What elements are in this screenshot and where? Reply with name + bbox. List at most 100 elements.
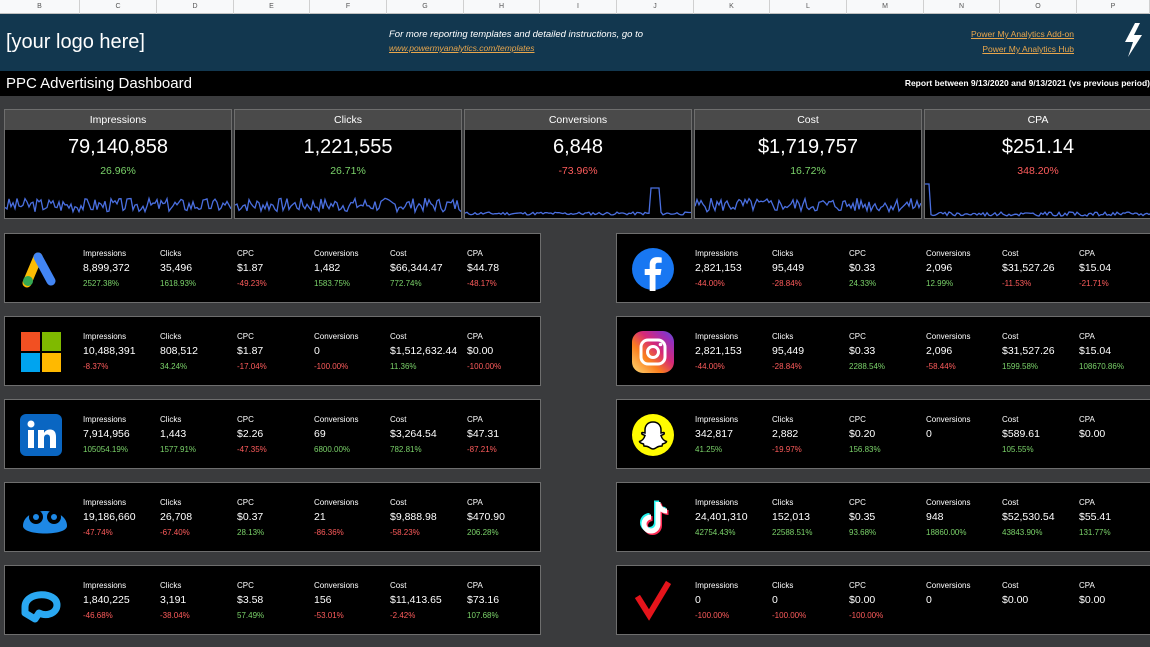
column-header[interactable]: K xyxy=(694,0,770,14)
metric-label: Clicks xyxy=(772,249,794,258)
metric-cell: Conversions 0 -100.00% xyxy=(314,332,392,371)
metric-change: 1583.75% xyxy=(314,279,351,288)
metric-cell: Cost $9,888.98 -58.23% xyxy=(390,498,468,537)
hub-link[interactable]: Power My Analytics Hub xyxy=(982,44,1074,54)
instagram-icon xyxy=(631,330,675,374)
kpi-sparkline xyxy=(235,196,461,215)
column-header[interactable]: B xyxy=(0,0,80,14)
metric-value: $0.00 xyxy=(1079,428,1106,440)
metric-change: -100.00% xyxy=(467,362,502,371)
tiktok-icon xyxy=(631,496,675,540)
metric-change: 28.13% xyxy=(237,528,265,537)
metric-cell: Conversions 948 18860.00% xyxy=(926,498,1004,537)
metric-label: Cost xyxy=(1002,581,1019,590)
metric-cell: Cost $31,527.26 -11.53% xyxy=(1002,249,1080,288)
metric-change: -58.23% xyxy=(390,528,420,537)
metric-change: -19.97% xyxy=(772,445,802,454)
metric-change: -86.36% xyxy=(314,528,344,537)
metric-label: CPA xyxy=(1079,498,1095,507)
metric-cell: Clicks 0 -100.00% xyxy=(772,581,850,620)
metric-label: CPA xyxy=(467,332,483,341)
metric-value: 19,186,660 xyxy=(83,511,136,523)
templates-info-text: For more reporting templates and detaile… xyxy=(389,29,643,40)
lightning-bolt-icon xyxy=(1125,23,1142,57)
metric-change: -17.04% xyxy=(237,362,267,371)
snapchat-icon xyxy=(631,413,675,457)
metric-label: Clicks xyxy=(160,498,182,507)
metric-cell: CPA $0.00 -100.00% xyxy=(467,332,545,371)
metric-value: 152,013 xyxy=(772,511,810,523)
addon-link[interactable]: Power My Analytics Add-on xyxy=(971,29,1074,39)
metric-label: CPC xyxy=(237,581,254,590)
metric-label: CPC xyxy=(237,498,254,507)
metric-label: Conversions xyxy=(314,415,359,424)
metric-value: $2.26 xyxy=(237,428,264,440)
column-header[interactable]: F xyxy=(310,0,387,14)
metric-change: 107.68% xyxy=(467,611,499,620)
metric-label: Conversions xyxy=(926,415,971,424)
column-header[interactable]: J xyxy=(617,0,694,14)
metric-value: $0.00 xyxy=(1079,594,1106,606)
metric-change: 43843.90% xyxy=(1002,528,1043,537)
metric-cell: CPA $47.31 -87.21% xyxy=(467,415,545,454)
metric-change: -100.00% xyxy=(314,362,349,371)
metric-label: Conversions xyxy=(314,498,359,507)
kpi-sparkline xyxy=(695,196,921,214)
metric-cell: CPC $0.37 28.13% xyxy=(237,498,315,537)
metric-value: $73.16 xyxy=(467,594,500,606)
kpi-card: CPA $251.14 348.20% xyxy=(924,109,1150,219)
metric-label: Impressions xyxy=(695,581,739,590)
metric-value: $52,530.54 xyxy=(1002,511,1055,523)
metric-change: -44.00% xyxy=(695,362,725,371)
metric-value: 10,488,391 xyxy=(83,345,136,357)
metric-value: 808,512 xyxy=(160,345,198,357)
metric-label: Impressions xyxy=(83,249,127,258)
metric-cell: CPA $0.00 xyxy=(1079,415,1150,445)
metric-value: 2,096 xyxy=(926,262,953,274)
platform-card: Impressions 2,821,153 -44.00% Clicks 95,449 -… xyxy=(616,316,1150,386)
column-header[interactable]: O xyxy=(1000,0,1077,14)
column-header[interactable]: E xyxy=(234,0,310,14)
kpi-label: CPA xyxy=(925,110,1150,130)
column-header[interactable]: D xyxy=(157,0,234,14)
column-header[interactable]: N xyxy=(924,0,1000,14)
metric-cell: Cost $66,344.47 772.74% xyxy=(390,249,468,288)
metric-cell: CPC $0.00 -100.00% xyxy=(849,581,927,620)
column-header[interactable]: M xyxy=(847,0,924,14)
templates-link[interactable]: www.powermyanalytics.com/templates xyxy=(389,43,535,53)
metric-value: 95,449 xyxy=(772,345,805,357)
column-header[interactable]: H xyxy=(464,0,540,14)
metric-change: -48.17% xyxy=(467,279,497,288)
metric-label: CPA xyxy=(467,249,483,258)
metric-label: Conversions xyxy=(926,498,971,507)
kpi-change: -73.96% xyxy=(558,165,598,177)
kpi-sparkline xyxy=(465,187,691,216)
metric-cell: Impressions 1,840,225 -46.68% xyxy=(83,581,161,620)
kpi-card: Clicks 1,221,555 26.71% xyxy=(234,109,462,219)
column-header[interactable]: L xyxy=(770,0,847,14)
metric-value: $0.00 xyxy=(1002,594,1029,606)
column-header[interactable]: I xyxy=(540,0,617,14)
quora-ads-icon xyxy=(19,496,67,540)
kpi-label: Conversions xyxy=(465,110,691,130)
metric-change: 12.99% xyxy=(926,279,954,288)
adroll-icon xyxy=(19,579,63,623)
page-title: PPC Advertising Dashboard xyxy=(6,75,192,92)
metric-cell: CPA $470.90 206.28% xyxy=(467,498,545,537)
column-header[interactable]: P xyxy=(1077,0,1150,14)
metric-change: -67.40% xyxy=(160,528,190,537)
metric-cell: Conversions 156 -53.01% xyxy=(314,581,392,620)
platform-card: Impressions 1,840,225 -46.68% Clicks 3,191 -3… xyxy=(4,565,541,635)
column-header[interactable]: G xyxy=(387,0,464,14)
metric-label: CPA xyxy=(467,581,483,590)
metric-cell: Clicks 808,512 34.24% xyxy=(160,332,238,371)
metric-change: -38.04% xyxy=(160,611,190,620)
metric-cell: CPC $0.35 93.68% xyxy=(849,498,927,537)
metric-label: CPC xyxy=(849,249,866,258)
metric-cell: Impressions 2,821,153 -44.00% xyxy=(695,332,773,371)
metric-label: CPC xyxy=(237,249,254,258)
metric-value: $66,344.47 xyxy=(390,262,443,274)
metric-value: 3,191 xyxy=(160,594,187,606)
metric-label: Cost xyxy=(1002,332,1019,341)
column-header[interactable]: C xyxy=(80,0,157,14)
